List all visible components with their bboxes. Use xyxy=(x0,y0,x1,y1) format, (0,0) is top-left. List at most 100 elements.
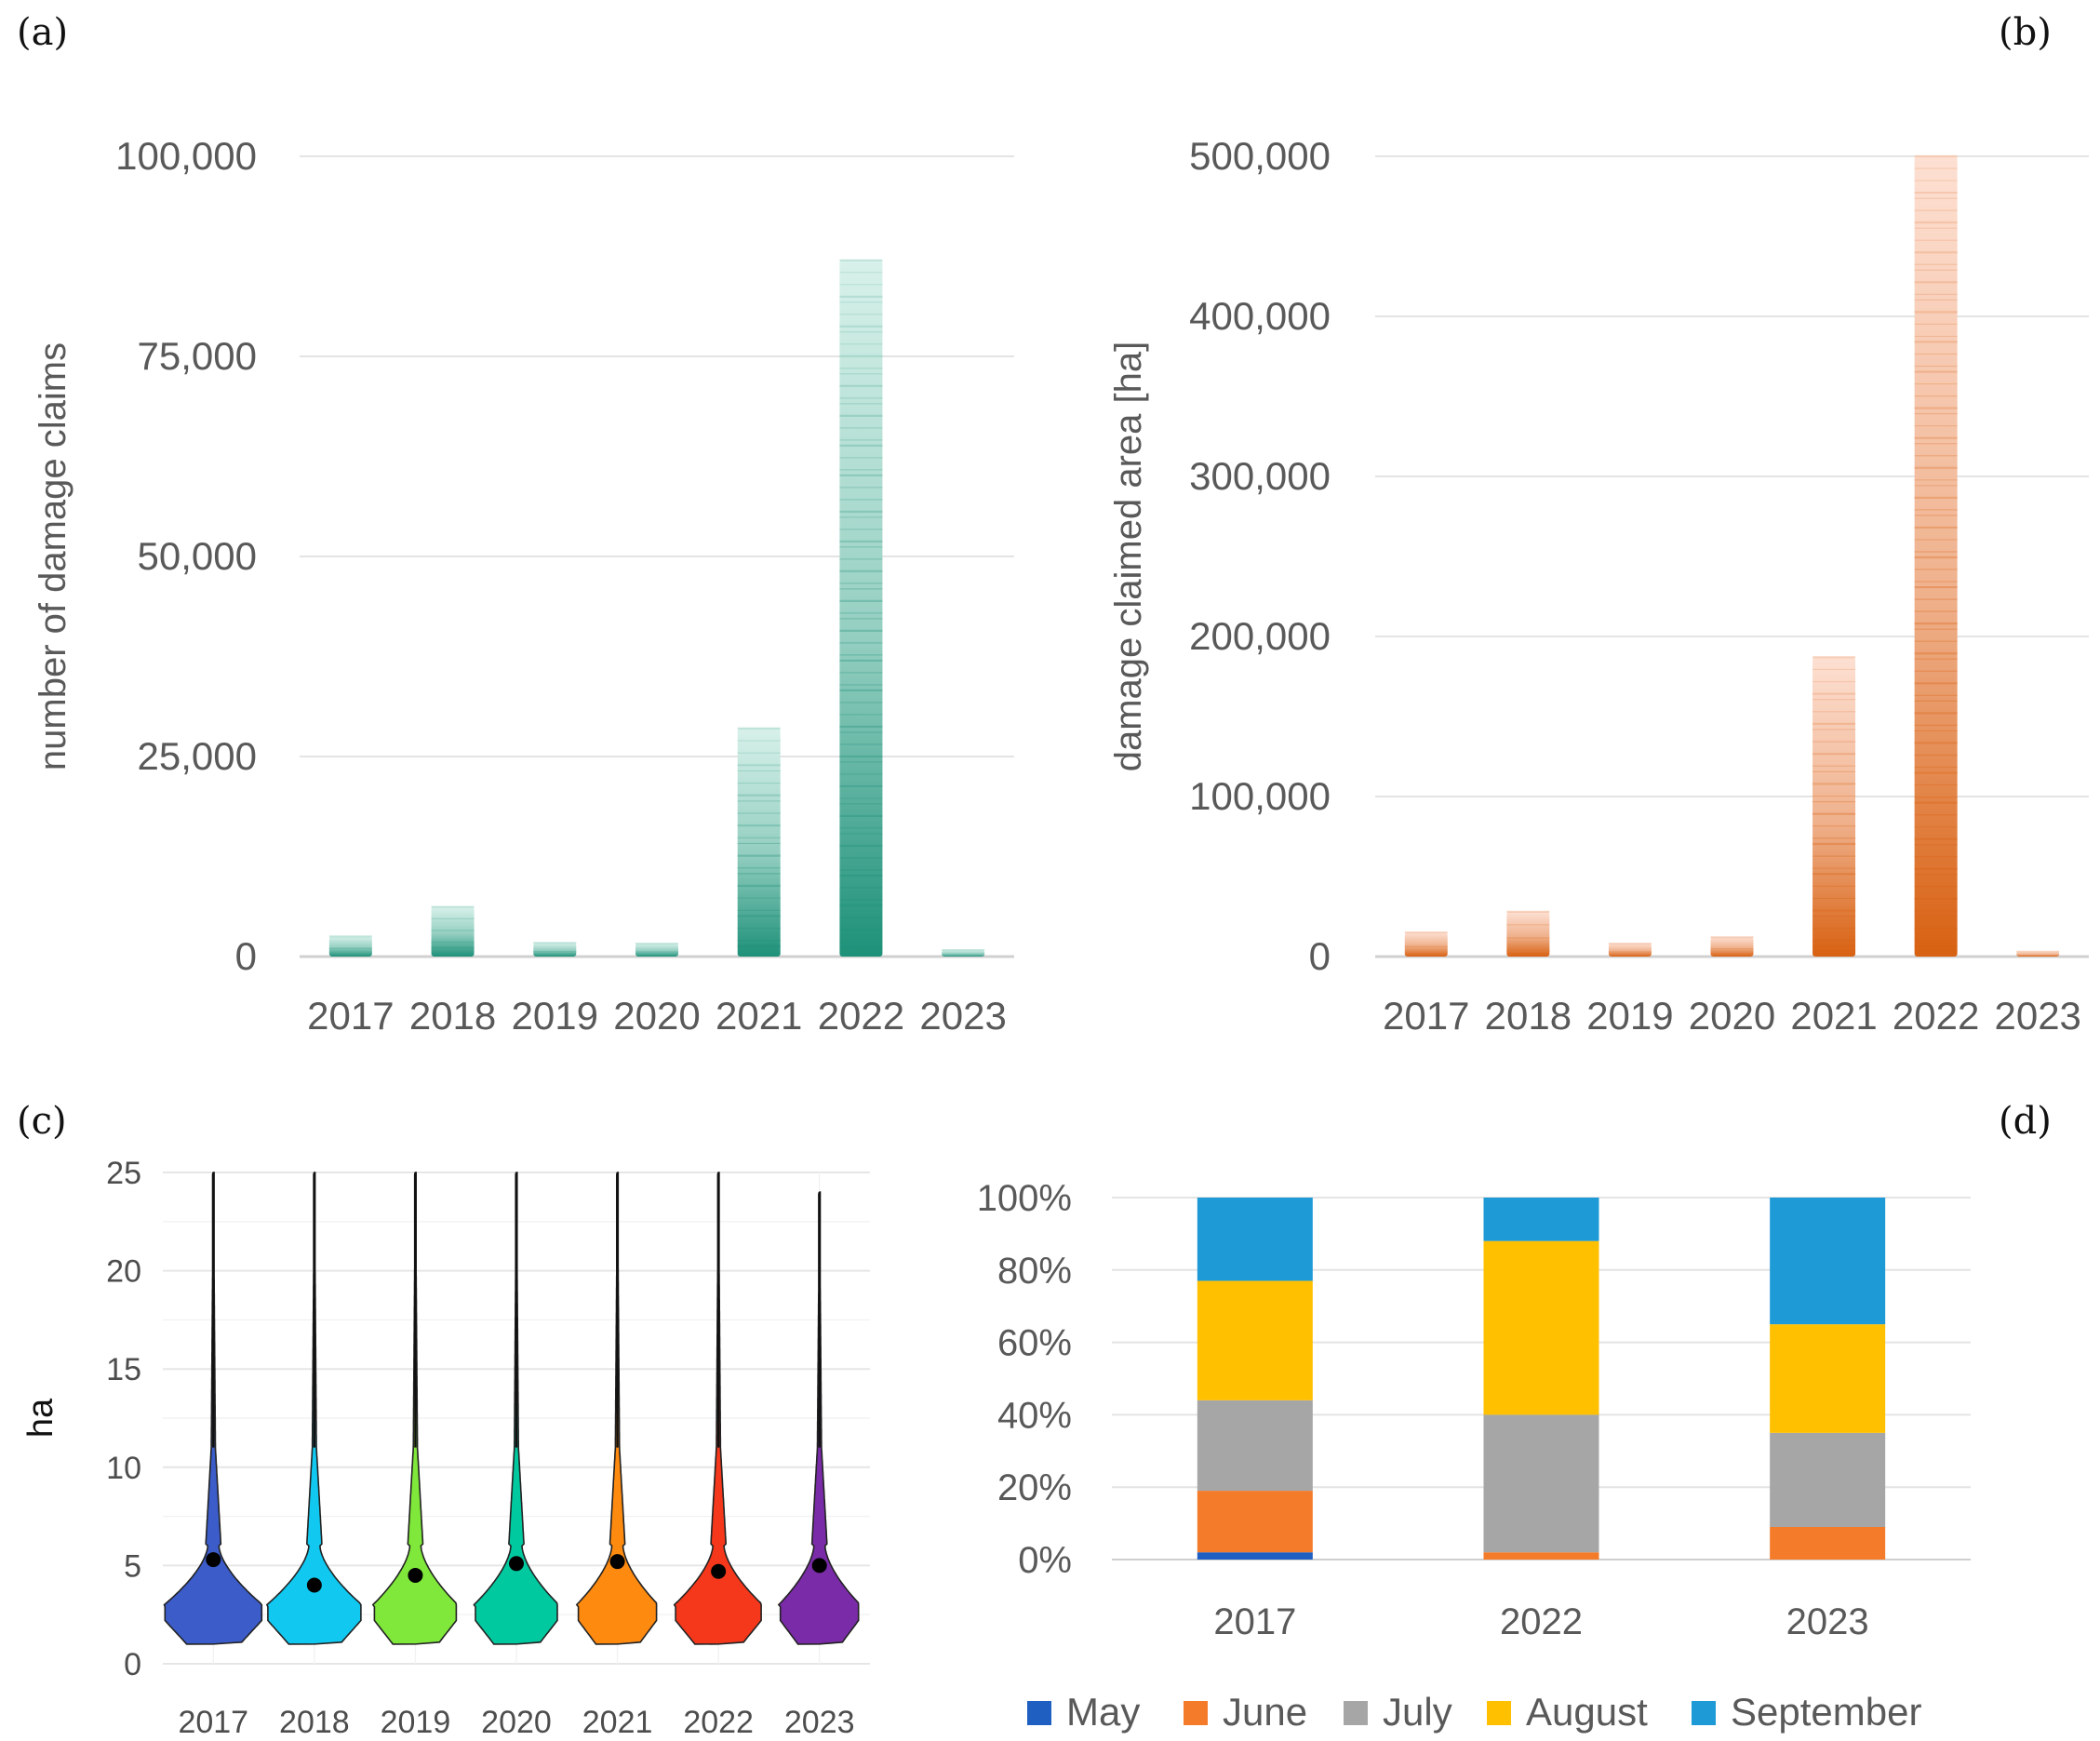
y-tick-label: 20% xyxy=(997,1467,1072,1508)
legend-item-july: July xyxy=(1344,1690,1452,1734)
legend-swatch xyxy=(1184,1701,1208,1725)
segment-2017-september xyxy=(1197,1198,1313,1281)
legend-swatch xyxy=(1692,1701,1716,1725)
bar-2021 xyxy=(737,727,781,957)
bar-2019-fill xyxy=(533,943,577,957)
bar-2023 xyxy=(942,949,985,957)
segment-2023-june xyxy=(1770,1526,1886,1560)
bar-2018 xyxy=(1506,910,1550,957)
y-tick-label: 500,000 xyxy=(1189,134,1331,178)
x-tick-label: 2023 xyxy=(1786,1601,1869,1642)
y-tick-label: 25 xyxy=(106,1156,141,1191)
segment-2017-august xyxy=(1197,1280,1313,1400)
y-tick-label: 50,000 xyxy=(138,534,257,578)
x-tick-label: 2022 xyxy=(683,1705,754,1740)
y-tick-label: 60% xyxy=(997,1323,1072,1364)
bar-2019 xyxy=(1608,943,1652,957)
bar-2017 xyxy=(328,935,372,957)
bar-2023-fill xyxy=(2016,951,2060,957)
violin-2023 xyxy=(777,1191,860,1645)
y-tick-label: 300,000 xyxy=(1189,454,1331,498)
mean-point-2023 xyxy=(811,1558,827,1574)
legend-item-may: May xyxy=(1027,1690,1140,1734)
legend-item-august: August xyxy=(1487,1690,1648,1734)
bar-2022 xyxy=(839,259,883,957)
mean-point-2020 xyxy=(509,1556,524,1572)
legend-item-june: June xyxy=(1184,1690,1307,1734)
x-tick-label: 2019 xyxy=(512,994,598,1038)
bar-2018-fill xyxy=(431,906,475,957)
violin-2018 xyxy=(265,1172,362,1645)
panel-label-a: (a) xyxy=(17,11,68,54)
segment-2023-august xyxy=(1770,1324,1886,1433)
legend-item-september: September xyxy=(1692,1690,1921,1734)
x-tick-label: 2021 xyxy=(1790,994,1877,1038)
y-tick-label: 25,000 xyxy=(138,734,257,778)
y-tick-label: 0 xyxy=(1309,934,1331,978)
bar-2021 xyxy=(1812,656,1856,957)
chart-c: 0 5 10 15 20 25 2017 2018 2019 2020 2021 2022 2023 ha xyxy=(21,1156,870,1740)
y-tick-label: 20 xyxy=(106,1254,141,1290)
bar-2020 xyxy=(1710,936,1754,957)
bar-2020-fill xyxy=(1710,937,1754,957)
segment-2023-september xyxy=(1770,1198,1886,1325)
x-tick-label: 2019 xyxy=(381,1705,451,1740)
legend-swatch xyxy=(1344,1701,1368,1725)
y-tick-label: 0 xyxy=(235,934,257,978)
x-tick-label: 2022 xyxy=(1500,1601,1583,1642)
chart-d: 0% 20% 40% 60% 80% 100% 2017 2022 2023 May June Jul… xyxy=(977,1178,1971,1734)
x-tick-label: 2018 xyxy=(1485,994,1572,1038)
y-tick-label: 5 xyxy=(124,1548,141,1584)
x-tick-label: 2018 xyxy=(409,994,496,1038)
segment-2022-july xyxy=(1483,1414,1599,1553)
y-tick-label: 15 xyxy=(106,1352,141,1387)
chart-a: 0 25,000 50,000 75,000 100,000 number of dama… xyxy=(33,134,1014,1038)
chart-b: 0 100,000 200,000 300,000 400,000 500,000 dama… xyxy=(1108,134,2089,1038)
mean-point-2021 xyxy=(609,1554,625,1570)
bar-2023 xyxy=(2016,950,2060,957)
y-axis-title: ha xyxy=(21,1398,60,1438)
bar-2021-fill xyxy=(1812,657,1856,957)
mean-point-2022 xyxy=(711,1563,727,1579)
x-tick-label: 2023 xyxy=(1994,994,2080,1038)
y-tick-label: 400,000 xyxy=(1189,294,1331,338)
bar-2017-fill xyxy=(328,936,372,957)
x-tick-label: 2023 xyxy=(784,1705,855,1740)
panel-label-c: (c) xyxy=(17,1100,67,1143)
panel-label-b: (b) xyxy=(1999,11,2052,54)
bar-2020 xyxy=(635,943,678,957)
segment-2022-september xyxy=(1483,1198,1599,1241)
x-tick-label: 2023 xyxy=(919,994,1006,1038)
y-tick-label: 200,000 xyxy=(1189,614,1331,658)
x-tick-label: 2017 xyxy=(178,1705,248,1740)
x-tick-label: 2021 xyxy=(716,994,802,1038)
legend-label: September xyxy=(1731,1690,1921,1734)
legend-label: July xyxy=(1383,1690,1452,1734)
y-tick-label: 40% xyxy=(997,1395,1072,1436)
y-tick-label: 100,000 xyxy=(115,134,257,178)
segment-2023-july xyxy=(1770,1432,1886,1527)
x-tick-label: 2019 xyxy=(1586,994,1673,1038)
violin-2020 xyxy=(473,1172,558,1645)
legend-swatch xyxy=(1027,1701,1051,1725)
bar-2022 xyxy=(1914,154,1958,957)
segment-2017-june xyxy=(1197,1491,1313,1553)
stacked-bar-2017 xyxy=(1197,1198,1313,1560)
bar-2021-fill xyxy=(737,728,781,957)
y-axis-title: number of damage claims xyxy=(33,342,74,770)
legend-label: June xyxy=(1223,1690,1307,1734)
legend-label: August xyxy=(1526,1690,1648,1734)
bar-2018 xyxy=(431,905,475,957)
x-tick-label: 2017 xyxy=(307,994,394,1038)
x-tick-label: 2020 xyxy=(1689,994,1775,1038)
mean-point-2019 xyxy=(408,1567,423,1583)
y-axis-title: damage claimed area [ha] xyxy=(1108,342,1149,772)
segment-2022-august xyxy=(1483,1240,1599,1415)
x-tick-label: 2022 xyxy=(818,994,904,1038)
bar-2020-fill xyxy=(635,944,678,957)
y-tick-label: 10 xyxy=(106,1451,141,1486)
y-tick-label: 75,000 xyxy=(138,334,257,378)
segment-2017-july xyxy=(1197,1399,1313,1492)
segment-2022-june xyxy=(1483,1552,1599,1560)
